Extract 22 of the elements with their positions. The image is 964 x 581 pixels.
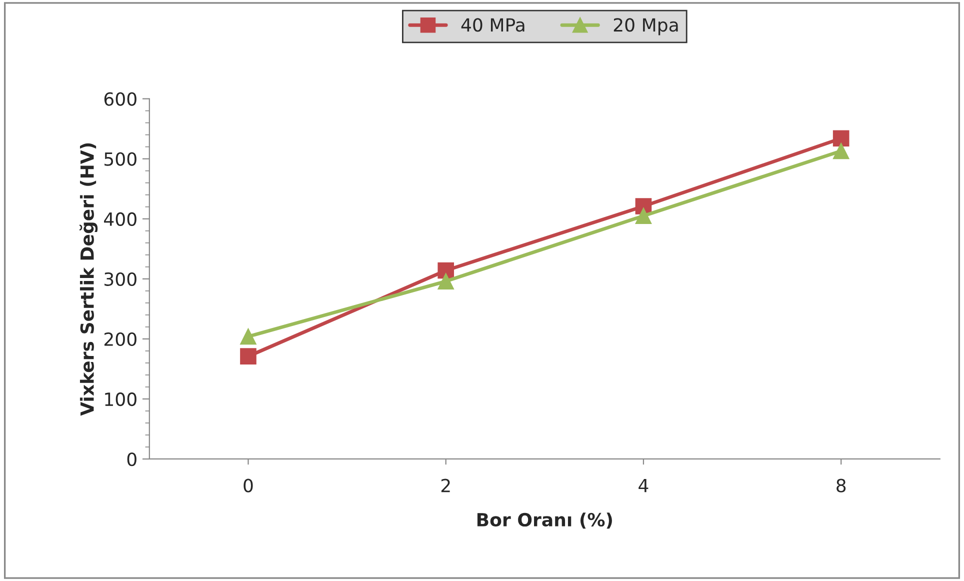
y-tick-label: 0 [127, 452, 136, 466]
x-tick-label: 8 [836, 478, 846, 492]
legend-label: 40 MPa [461, 18, 524, 32]
y-axis-title: Vixkers Sertlik Değeri (HV) [80, 143, 98, 416]
y-tick-label: 600 [104, 92, 136, 106]
point [635, 208, 652, 224]
y-tick-label: 400 [104, 212, 136, 226]
y-tick-label: 200 [104, 332, 136, 346]
y-tick-label: 100 [105, 392, 136, 406]
x-tick-label: 0 [244, 478, 253, 492]
point [832, 130, 850, 147]
x-tick-label: 4 [638, 478, 648, 492]
y-tick-label: 300 [104, 272, 136, 286]
x-axis-title: Bor Oranı (%) [477, 512, 612, 529]
point [438, 273, 454, 290]
point [240, 328, 256, 345]
legend-label: 20 Mpa [614, 18, 678, 36]
y-tick-label: 500 [104, 152, 136, 166]
point [438, 262, 454, 279]
x-tick-label: 2 [441, 478, 450, 492]
point [240, 348, 256, 364]
point [832, 142, 850, 160]
